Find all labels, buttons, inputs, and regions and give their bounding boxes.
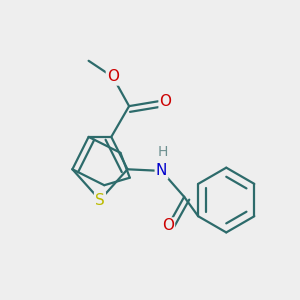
- Text: N: N: [156, 164, 167, 178]
- Text: O: O: [162, 218, 174, 233]
- Text: S: S: [95, 193, 105, 208]
- Text: O: O: [160, 94, 172, 109]
- Text: O: O: [107, 70, 119, 85]
- Text: H: H: [158, 145, 168, 159]
